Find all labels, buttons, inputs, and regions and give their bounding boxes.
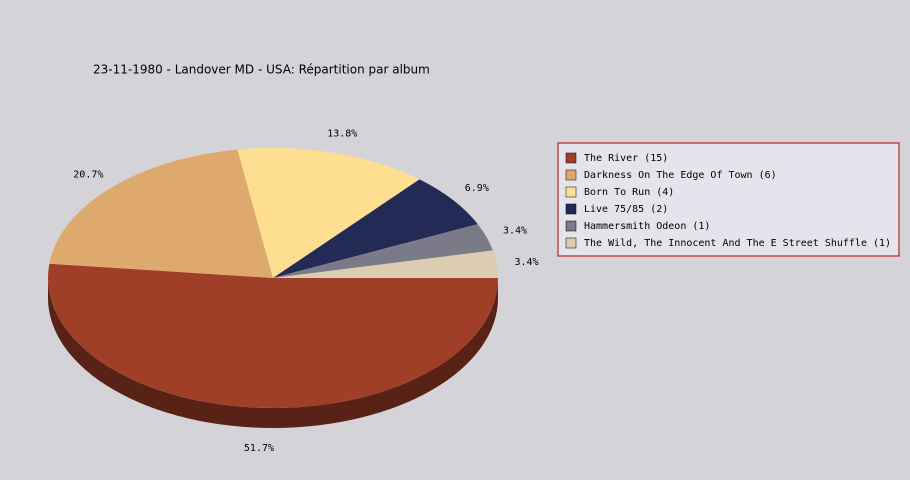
slice bbox=[237, 148, 420, 278]
legend-swatch bbox=[565, 220, 577, 232]
legend-label: Hammersmith Odeon (1) bbox=[584, 221, 710, 232]
slice bbox=[49, 149, 273, 278]
data-label: 20.7% bbox=[73, 170, 103, 181]
data-label: 13.8% bbox=[327, 129, 357, 140]
slice bbox=[273, 224, 493, 278]
legend-label: The Wild, The Innocent And The E Street … bbox=[584, 238, 891, 249]
legend-label: The River (15) bbox=[584, 153, 668, 164]
slice bbox=[48, 263, 499, 408]
legend-swatch bbox=[565, 237, 577, 249]
chart-title: 23-11-1980 - Landover MD - USA: Répartit… bbox=[93, 63, 430, 77]
data-label: 3.4% bbox=[503, 226, 527, 237]
legend-swatch bbox=[565, 152, 577, 164]
legend-label: Darkness On The Edge Of Town (6) bbox=[584, 170, 777, 181]
legend-label: Live 75/85 (2) bbox=[584, 204, 668, 215]
legend bbox=[557, 142, 900, 257]
legend-swatch bbox=[565, 203, 577, 215]
legend-swatch bbox=[565, 169, 577, 181]
data-label: 51.7% bbox=[244, 443, 274, 454]
data-label: 3.4% bbox=[514, 257, 538, 268]
slice bbox=[273, 250, 498, 278]
data-label: 6.9% bbox=[465, 183, 489, 194]
legend-label: Born To Run (4) bbox=[584, 187, 674, 198]
slice bbox=[273, 179, 478, 278]
legend-swatch bbox=[565, 186, 577, 198]
